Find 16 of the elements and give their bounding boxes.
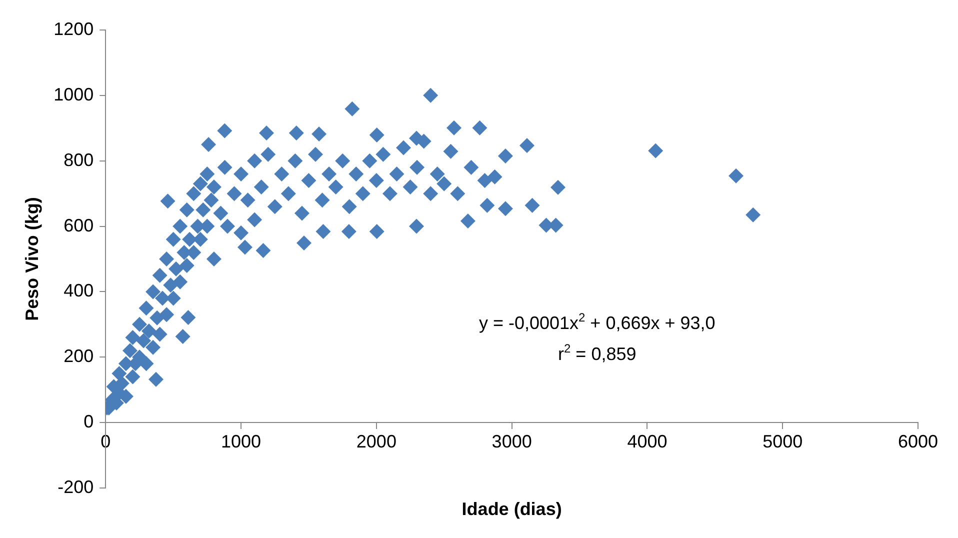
y-tick-label: 600 — [64, 215, 94, 236]
x-tick-label: 2000 — [356, 431, 396, 452]
x-tick-label: 3000 — [492, 431, 532, 452]
x-axis-title: Idade (dias) — [462, 498, 562, 519]
x-tick-label: 1000 — [221, 431, 262, 452]
y-tick-label: 1200 — [54, 18, 94, 39]
y-axis-title: Peso Vivo (kg) — [22, 197, 42, 321]
y-tick-label: 0 — [84, 412, 94, 432]
y-tick-label: 400 — [64, 280, 94, 301]
x-tick-label: 5000 — [762, 431, 803, 452]
y-tick-label: 1000 — [54, 84, 94, 104]
y-tick-label: -200 — [58, 476, 94, 497]
x-tick-label: 4000 — [627, 431, 668, 452]
x-tick-label: 6000 — [898, 431, 938, 452]
y-tick-label: 800 — [64, 150, 94, 170]
y-tick-label: 200 — [64, 346, 94, 366]
